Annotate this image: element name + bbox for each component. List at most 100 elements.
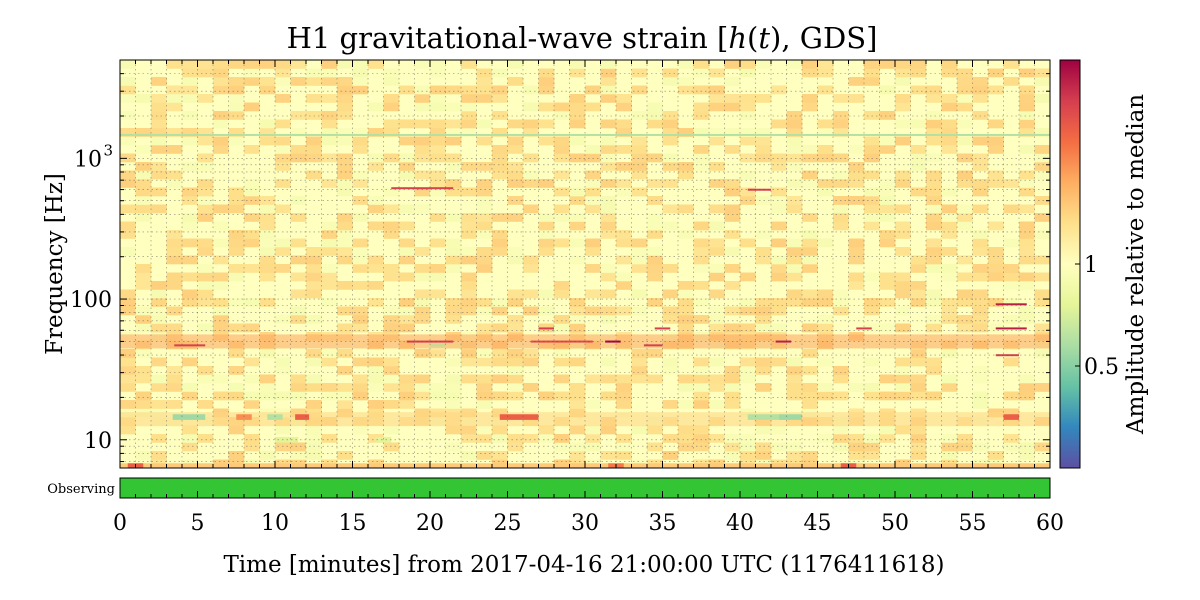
heatmap-cell <box>492 85 508 95</box>
heatmap-cell <box>647 255 663 265</box>
heatmap-cell <box>120 94 136 103</box>
heatmap-cell <box>988 272 1004 282</box>
heatmap-cell <box>523 128 539 137</box>
heatmap-cell <box>740 451 756 460</box>
heatmap-cell <box>554 357 570 367</box>
chart-title-open-paren: ( <box>747 21 758 55</box>
heatmap-cell <box>740 128 756 137</box>
y-tick-label: 100 <box>70 288 112 313</box>
heatmap-cell <box>120 77 136 86</box>
heatmap-cell <box>213 374 229 384</box>
heatmap-cell <box>197 298 214 307</box>
heatmap-cell <box>895 374 911 384</box>
heatmap-cell <box>957 323 973 333</box>
heatmap-cell <box>430 94 446 103</box>
heatmap-cell <box>647 264 663 273</box>
heatmap-cell <box>910 391 927 401</box>
heatmap-cell <box>600 221 617 231</box>
heatmap-cell <box>972 179 989 188</box>
heatmap-feature-line <box>538 327 554 330</box>
heatmap-cell <box>213 136 229 146</box>
heatmap-cell <box>740 111 756 120</box>
heatmap-cell <box>445 136 462 146</box>
heatmap-cell <box>662 434 679 443</box>
x-tick-label: 60 <box>1036 511 1064 536</box>
heatmap-cell <box>786 366 803 375</box>
heatmap-cell <box>321 60 338 69</box>
heatmap-cell <box>910 434 927 443</box>
heatmap-cell <box>430 68 446 78</box>
heatmap-cell <box>600 230 617 239</box>
heatmap-cell <box>414 94 431 103</box>
heatmap-cell <box>864 442 880 452</box>
heatmap-cell <box>213 323 229 333</box>
heatmap-cell <box>848 196 865 205</box>
heatmap-cell <box>755 60 772 69</box>
heatmap-cell <box>740 272 756 282</box>
heatmap-cell <box>647 179 663 188</box>
heatmap-cell <box>693 434 710 443</box>
heatmap-cell <box>941 145 958 154</box>
heatmap-cell <box>538 306 555 316</box>
heatmap-cell <box>476 204 493 214</box>
heatmap-cell <box>926 94 942 103</box>
heatmap-cell <box>166 400 183 409</box>
heatmap-cell <box>414 315 431 324</box>
heatmap-cell <box>957 170 973 180</box>
heatmap-cell <box>337 94 353 103</box>
heatmap-cell <box>647 221 663 231</box>
heatmap-cell <box>197 136 214 146</box>
heatmap-cell <box>678 374 694 384</box>
heatmap-cell <box>569 68 586 78</box>
heatmap-cell <box>693 400 710 409</box>
heatmap-cell <box>445 238 462 248</box>
heatmap-cell <box>569 196 586 205</box>
heatmap-cell <box>585 306 601 316</box>
heatmap-cell <box>631 366 648 375</box>
heatmap-cell <box>647 425 663 435</box>
heatmap-cell <box>538 425 555 435</box>
heatmap-cell <box>228 366 245 375</box>
heatmap-cell <box>786 204 803 214</box>
heatmap-cell <box>941 264 958 273</box>
heatmap-cell <box>120 170 136 180</box>
heatmap-cell <box>771 119 787 129</box>
heatmap-cell <box>399 306 415 316</box>
heatmap-cell <box>321 349 338 358</box>
heatmap-cell <box>569 136 586 146</box>
heatmap-cell <box>709 204 725 214</box>
heatmap-cell <box>383 442 400 452</box>
heatmap-cell <box>523 349 539 358</box>
heatmap-cell <box>1034 272 1051 282</box>
heatmap-cell <box>879 145 896 154</box>
heatmap-cell <box>709 323 725 333</box>
heatmap-cell <box>275 136 291 146</box>
heatmap-cell <box>461 230 477 239</box>
heatmap-cell <box>786 357 803 367</box>
heatmap-cell <box>430 153 446 163</box>
heatmap-cell <box>182 68 198 78</box>
heatmap-cell <box>259 221 276 231</box>
heatmap-cell <box>957 221 973 231</box>
heatmap-cell <box>802 400 818 409</box>
heatmap-cell <box>213 281 229 290</box>
heatmap-cell <box>259 264 276 273</box>
heatmap-cell <box>507 383 524 392</box>
heatmap-cell <box>740 374 756 384</box>
heatmap-cell <box>492 451 508 460</box>
heatmap-cell <box>306 442 322 452</box>
heatmap-cell <box>507 298 524 307</box>
heatmap-cell <box>678 85 694 95</box>
heatmap-cell <box>244 77 260 86</box>
heatmap-cell <box>941 306 958 316</box>
heatmap-cell <box>724 128 741 137</box>
heatmap-cell <box>585 442 601 452</box>
heatmap-cell <box>941 247 958 256</box>
heatmap-cell <box>321 136 338 146</box>
heatmap-cell <box>213 272 229 282</box>
heatmap-cell <box>817 238 834 248</box>
heatmap-cell <box>151 289 167 299</box>
heatmap-cell <box>399 153 415 163</box>
heatmap-cell <box>461 187 477 197</box>
heatmap-cell <box>817 60 834 69</box>
